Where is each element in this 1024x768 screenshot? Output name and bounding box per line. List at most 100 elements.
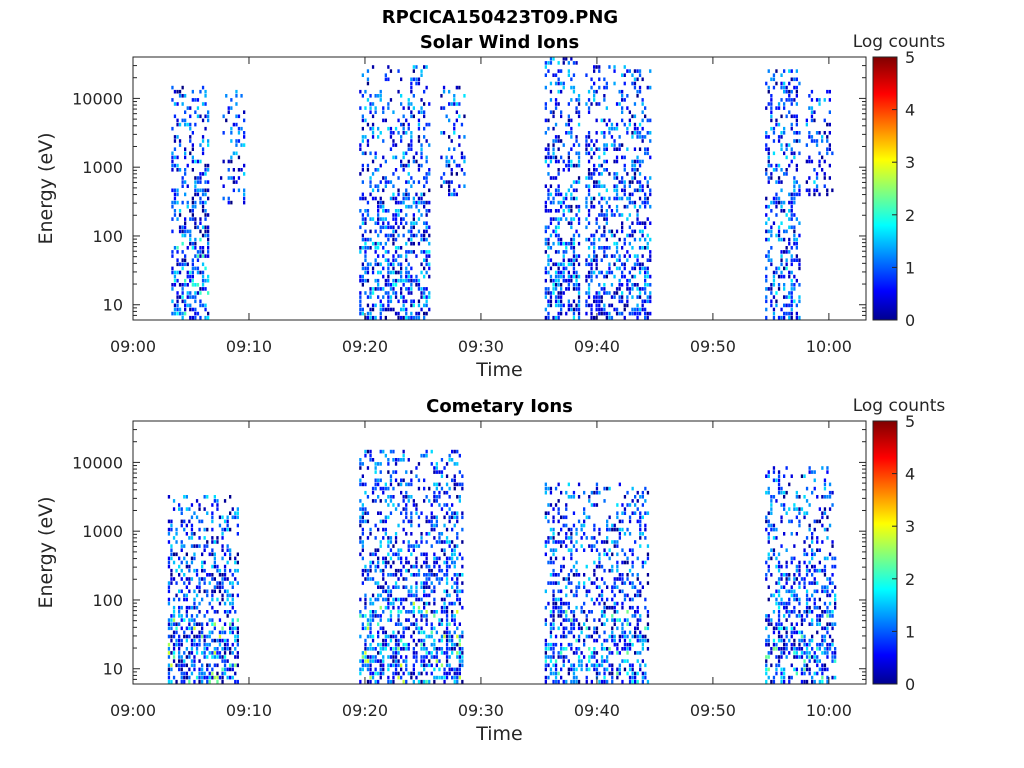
cell <box>425 495 428 499</box>
cell <box>364 638 367 643</box>
cell <box>567 573 570 577</box>
cell <box>206 589 209 594</box>
cell <box>423 486 426 491</box>
cell <box>364 647 367 651</box>
cell <box>243 196 246 201</box>
cell <box>448 507 451 511</box>
cell <box>587 168 591 172</box>
cell <box>606 659 609 663</box>
cell <box>175 532 178 536</box>
cell <box>394 229 398 234</box>
cell <box>450 139 453 143</box>
cell <box>795 89 798 94</box>
cell <box>359 634 362 639</box>
cell <box>770 523 773 528</box>
cell <box>379 544 382 548</box>
cell <box>361 94 364 98</box>
cell <box>577 159 581 164</box>
cell <box>229 626 232 631</box>
cell <box>216 610 219 614</box>
cell <box>780 634 783 639</box>
cell <box>767 667 770 672</box>
cell <box>785 89 788 94</box>
cell <box>190 647 194 651</box>
cell <box>410 131 413 135</box>
cell <box>628 642 632 647</box>
cell <box>423 573 426 577</box>
cell <box>826 147 829 151</box>
cell <box>450 168 453 172</box>
cell <box>415 540 418 544</box>
cell <box>575 274 578 279</box>
cell <box>611 589 614 594</box>
cell <box>364 659 367 663</box>
cell <box>544 667 547 672</box>
cell <box>641 135 644 139</box>
cell <box>565 246 568 250</box>
cell <box>638 188 642 193</box>
cell <box>605 221 608 225</box>
cell <box>598 163 601 168</box>
cell <box>371 188 375 193</box>
cell <box>359 519 362 524</box>
cell <box>575 679 578 684</box>
cell <box>636 155 639 160</box>
cell <box>560 568 563 573</box>
cell <box>631 486 634 491</box>
cell <box>184 225 187 230</box>
cell <box>453 515 456 520</box>
cell <box>448 192 451 197</box>
cell <box>621 94 624 98</box>
cell <box>389 540 393 544</box>
cell <box>405 213 408 217</box>
cell <box>410 147 413 151</box>
cell <box>603 552 606 557</box>
cell <box>633 266 637 271</box>
cell <box>552 614 555 618</box>
cell <box>392 254 395 258</box>
cell <box>793 233 796 238</box>
cell <box>595 671 599 676</box>
cell <box>765 474 768 478</box>
cell <box>595 147 598 151</box>
cell <box>765 295 768 299</box>
cell <box>387 515 390 520</box>
cell <box>206 642 209 647</box>
cell <box>374 478 377 483</box>
cell <box>618 527 621 532</box>
cell <box>361 213 364 217</box>
cell <box>213 552 216 557</box>
cell <box>387 233 390 238</box>
cell <box>577 291 581 295</box>
cell <box>636 180 639 184</box>
cell <box>178 295 182 299</box>
cell <box>397 69 400 73</box>
cell <box>646 258 649 262</box>
cell <box>557 499 560 503</box>
cell <box>621 577 624 581</box>
cell <box>570 118 573 123</box>
cell <box>188 581 191 585</box>
cell <box>438 659 441 663</box>
cell <box>765 614 768 618</box>
cell <box>603 143 606 147</box>
cell <box>549 233 553 238</box>
cell <box>410 573 413 577</box>
cell <box>173 283 177 287</box>
cell <box>397 642 400 647</box>
cell <box>810 89 814 94</box>
cell <box>634 671 637 676</box>
cell <box>554 122 558 127</box>
cell <box>765 307 768 312</box>
cell <box>606 667 609 672</box>
cell <box>196 270 200 275</box>
cell <box>359 499 362 503</box>
cell <box>795 168 798 172</box>
cell <box>780 143 783 147</box>
cell <box>560 303 563 308</box>
cell <box>377 556 380 561</box>
cell <box>793 85 796 90</box>
cell <box>208 630 211 635</box>
cell <box>795 303 798 308</box>
